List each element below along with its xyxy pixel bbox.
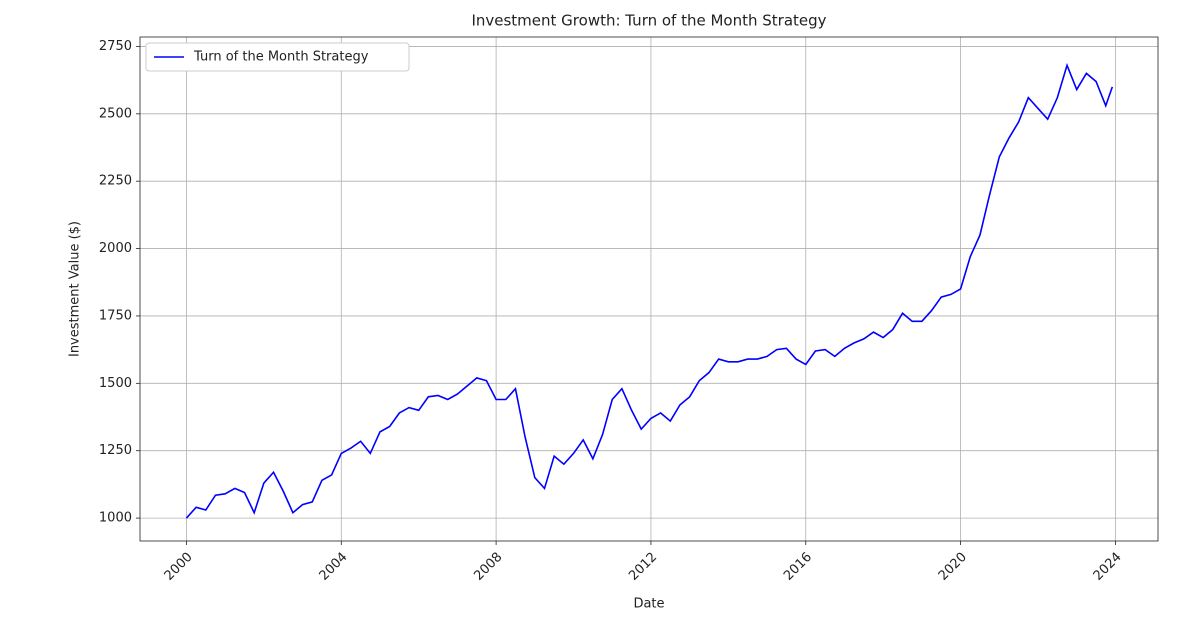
legend-box (145, 42, 410, 72)
y-tick-label: 2750 (99, 39, 132, 54)
x-tick-label: 2012 (626, 550, 660, 584)
x-tick-label: 2000 (162, 550, 196, 584)
y-tick-label: 1500 (99, 376, 132, 391)
plot-frame (139, 36, 1159, 542)
y-tick-label: 2500 (99, 106, 132, 121)
y-tick-label: 1000 (99, 511, 132, 526)
data-line (185, 62, 1114, 519)
x-tick-label: 2016 (781, 550, 815, 584)
y-tick-label: 2000 (99, 241, 132, 256)
y-axis-label: Investment Value ($) (68, 221, 83, 357)
x-axis-label: Date (633, 597, 664, 612)
x-tick-label: 2024 (1091, 550, 1125, 584)
chart-title: Investment Growth: Turn of the Month Str… (471, 12, 826, 30)
x-tick-label: 2008 (471, 550, 505, 584)
y-tick-label: 1250 (99, 443, 132, 458)
x-tick-label: 2020 (936, 550, 970, 584)
x-tick-label: 2004 (317, 550, 351, 584)
y-tick-label: 2250 (99, 174, 132, 189)
y-tick-label: 1750 (99, 308, 132, 323)
legend-label: Turn of the Month Strategy (193, 50, 369, 65)
